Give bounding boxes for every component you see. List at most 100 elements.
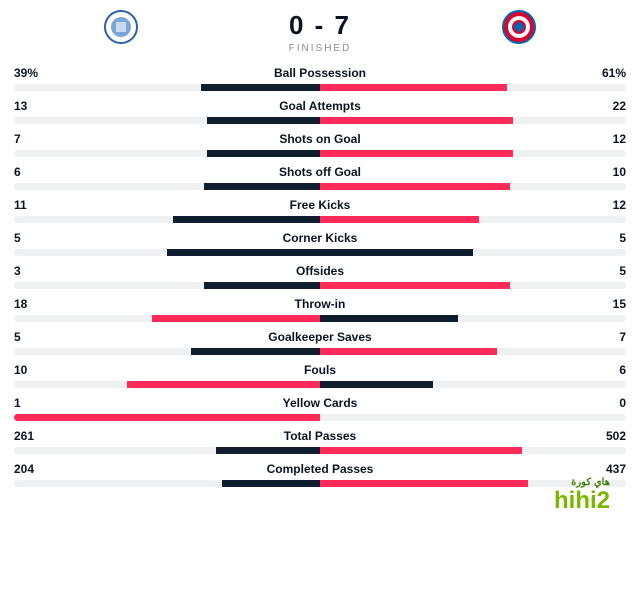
stat-home-value: 204 — [14, 462, 54, 476]
score-header: 0 - 7 FINISHED — [14, 10, 626, 54]
stat-label: Ball Possession — [54, 66, 586, 80]
stat-bar-away — [320, 381, 433, 388]
stat-bar-away — [320, 315, 458, 322]
stat-header: 13Goal Attempts22 — [14, 99, 626, 113]
stat-label: Goal Attempts — [54, 99, 586, 113]
stat-away-value: 22 — [586, 99, 626, 113]
away-team-badge — [502, 10, 536, 44]
home-team-badge — [104, 10, 138, 44]
stat-bar-track — [14, 381, 626, 388]
stat-home-value: 3 — [14, 264, 54, 278]
stat-home-value: 7 — [14, 132, 54, 146]
stat-label: Total Passes — [54, 429, 586, 443]
stat-label: Shots on Goal — [54, 132, 586, 146]
stat-bar-home — [152, 315, 320, 322]
stat-bar-track — [14, 249, 626, 256]
stat-row: 39%Ball Possession61% — [14, 66, 626, 91]
stat-header: 7Shots on Goal12 — [14, 132, 626, 146]
stat-row: 18Throw-in15 — [14, 297, 626, 322]
stat-bar-track — [14, 315, 626, 322]
stat-away-value: 12 — [586, 132, 626, 146]
stat-away-value: 61% — [586, 66, 626, 80]
stat-bar-track — [14, 282, 626, 289]
stat-bar-home — [167, 249, 320, 256]
stat-away-value: 6 — [586, 363, 626, 377]
stat-header: 5Goalkeeper Saves7 — [14, 330, 626, 344]
stat-bar-home — [14, 414, 320, 421]
stat-bar-track — [14, 414, 626, 421]
stat-home-value: 5 — [14, 330, 54, 344]
stat-bar-away — [320, 282, 510, 289]
stat-bar-away — [320, 183, 510, 190]
stat-row: 6Shots off Goal10 — [14, 165, 626, 190]
stat-row: 3Offsides5 — [14, 264, 626, 289]
stat-bar-home — [204, 183, 320, 190]
stat-label: Offsides — [54, 264, 586, 278]
stat-bar-home — [127, 381, 320, 388]
stat-away-value: 0 — [586, 396, 626, 410]
stat-home-value: 1 — [14, 396, 54, 410]
stat-label: Corner Kicks — [54, 231, 586, 245]
stat-away-value: 5 — [586, 264, 626, 278]
stat-header: 1Yellow Cards0 — [14, 396, 626, 410]
stat-home-value: 13 — [14, 99, 54, 113]
stat-header: 204Completed Passes437 — [14, 462, 626, 476]
stat-label: Yellow Cards — [54, 396, 586, 410]
stat-row: 5Goalkeeper Saves7 — [14, 330, 626, 355]
stat-home-value: 10 — [14, 363, 54, 377]
stat-bar-home — [222, 480, 320, 487]
stat-bar-away — [320, 249, 473, 256]
stat-bar-track — [14, 150, 626, 157]
stat-bar-track — [14, 447, 626, 454]
stat-home-value: 39% — [14, 66, 54, 80]
stat-label: Fouls — [54, 363, 586, 377]
watermark: هاي كورة hihi2 — [554, 487, 610, 515]
stat-label: Free Kicks — [54, 198, 586, 212]
stat-label: Goalkeeper Saves — [54, 330, 586, 344]
score-block: 0 - 7 FINISHED — [289, 10, 352, 54]
stat-bar-track — [14, 348, 626, 355]
stat-header: 3Offsides5 — [14, 264, 626, 278]
stat-row: 261Total Passes502 — [14, 429, 626, 454]
stat-bar-away — [320, 348, 497, 355]
stat-row: 7Shots on Goal12 — [14, 132, 626, 157]
stat-row: 1Yellow Cards0 — [14, 396, 626, 421]
stat-row: 5Corner Kicks5 — [14, 231, 626, 256]
stat-header: 18Throw-in15 — [14, 297, 626, 311]
stat-label: Completed Passes — [54, 462, 586, 476]
stat-bar-home — [204, 282, 320, 289]
stat-home-value: 261 — [14, 429, 54, 443]
stat-bar-away — [320, 150, 513, 157]
score-text: 0 - 7 — [289, 10, 352, 41]
stat-bar-home — [201, 84, 320, 91]
stat-bar-track — [14, 84, 626, 91]
stat-header: 6Shots off Goal10 — [14, 165, 626, 179]
stat-row: 204Completed Passes437 — [14, 462, 626, 487]
stats-list: 39%Ball Possession61%13Goal Attempts227S… — [14, 66, 626, 487]
stat-bar-home — [207, 117, 320, 124]
watermark-text: hihi2 — [554, 487, 610, 514]
stat-home-value: 6 — [14, 165, 54, 179]
stat-away-value: 12 — [586, 198, 626, 212]
match-status: FINISHED — [289, 43, 352, 54]
stat-home-value: 11 — [14, 198, 54, 212]
stat-bar-home — [216, 447, 320, 454]
stat-header: 5Corner Kicks5 — [14, 231, 626, 245]
stat-bar-away — [320, 447, 522, 454]
stat-header: 39%Ball Possession61% — [14, 66, 626, 80]
stat-bar-track — [14, 117, 626, 124]
stat-home-value: 5 — [14, 231, 54, 245]
stat-bar-away — [320, 84, 507, 91]
stat-header: 11Free Kicks12 — [14, 198, 626, 212]
stat-away-value: 10 — [586, 165, 626, 179]
stat-bar-away — [320, 216, 479, 223]
stat-home-value: 18 — [14, 297, 54, 311]
stat-bar-track — [14, 480, 626, 487]
stat-header: 261Total Passes502 — [14, 429, 626, 443]
stat-bar-away — [320, 480, 528, 487]
stat-away-value: 502 — [586, 429, 626, 443]
stat-bar-home — [191, 348, 320, 355]
stat-bar-track — [14, 216, 626, 223]
stat-away-value: 15 — [586, 297, 626, 311]
stat-bar-home — [207, 150, 320, 157]
